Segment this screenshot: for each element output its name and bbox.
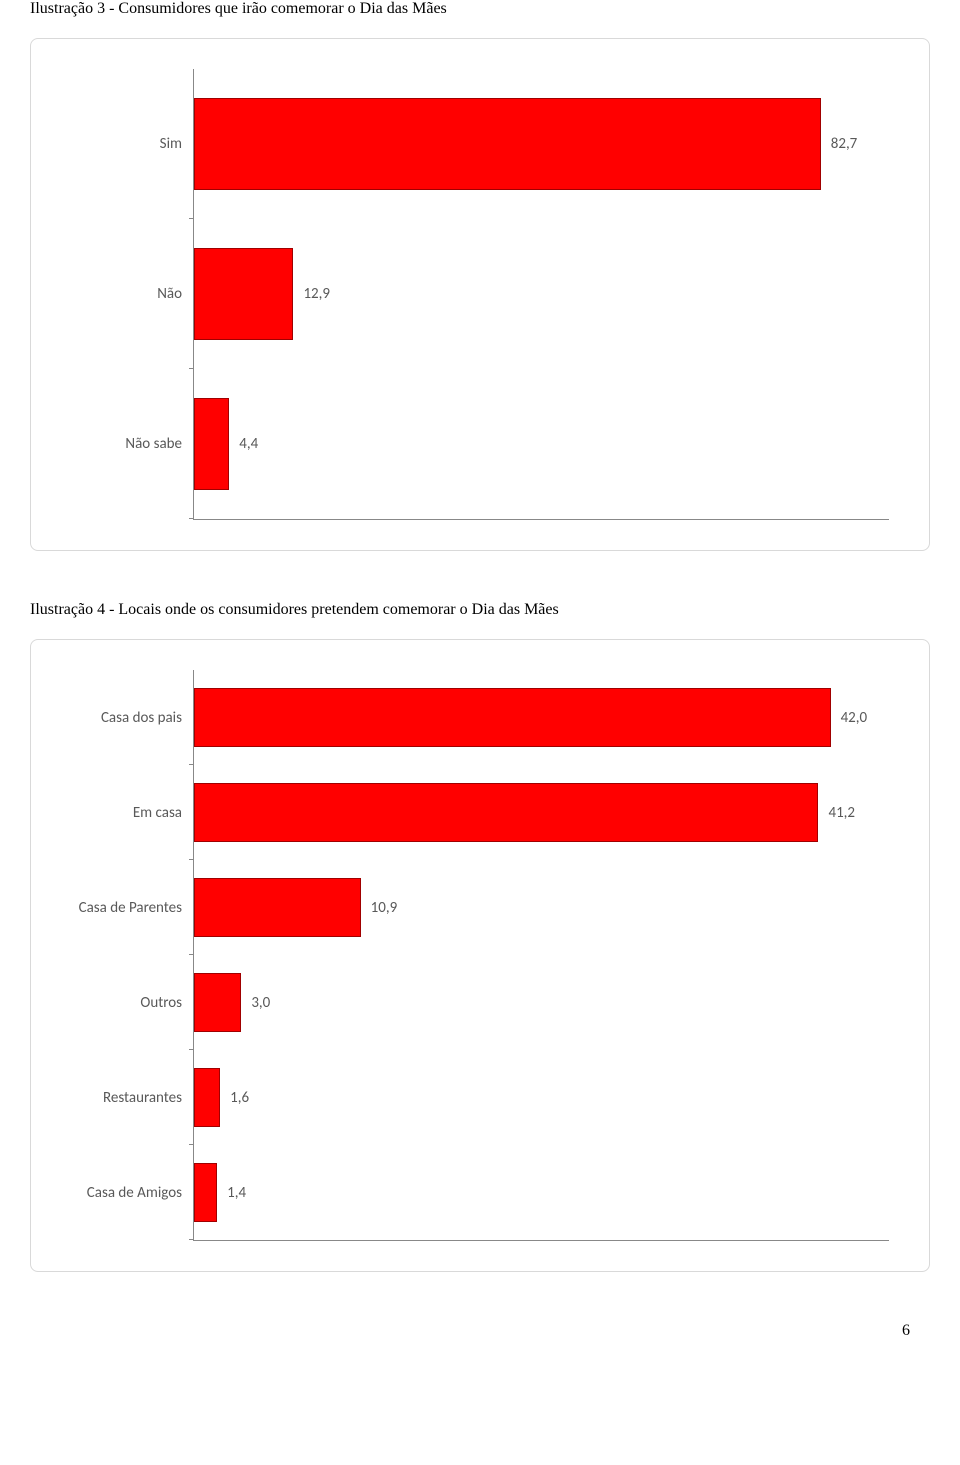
chart2-box: Casa dos pais42,0Em casa41,2Casa de Pare…: [30, 639, 930, 1272]
bar: [194, 783, 818, 842]
bar-wrap: 4,4: [194, 369, 889, 519]
value-label: 3,0: [251, 994, 270, 1012]
bar: [194, 1163, 217, 1222]
chart-row: Em casa41,2: [194, 765, 889, 860]
value-label: 12,9: [303, 285, 330, 303]
bar-wrap: 1,6: [194, 1050, 889, 1145]
axis-tick: [189, 1239, 194, 1240]
chart2-title: Ilustração 4 - Locais onde os consumidor…: [30, 601, 930, 619]
chart-row: Casa de Parentes10,9: [194, 860, 889, 955]
bar: [194, 1068, 220, 1127]
value-label: 42,0: [841, 709, 868, 727]
bar: [194, 398, 229, 490]
category-label: Outros: [62, 994, 194, 1012]
category-label: Em casa: [62, 804, 194, 822]
chart-row: Sim82,7: [194, 69, 889, 219]
chart-row: Outros3,0: [194, 955, 889, 1050]
axis-tick: [189, 518, 194, 519]
value-label: 10,9: [371, 899, 398, 917]
category-label: Casa dos pais: [62, 709, 194, 727]
bar-wrap: 82,7: [194, 69, 889, 219]
bar: [194, 688, 831, 747]
chart-row: Casa dos pais42,0: [194, 670, 889, 765]
category-label: Casa de Parentes: [62, 899, 194, 917]
bar-wrap: 12,9: [194, 219, 889, 369]
page-number: 6: [30, 1322, 930, 1340]
category-label: Não: [62, 285, 194, 303]
chart-row: Não sabe4,4: [194, 369, 889, 519]
chart-row: Não12,9: [194, 219, 889, 369]
value-label: 1,4: [227, 1184, 246, 1202]
category-label: Sim: [62, 135, 194, 153]
category-label: Restaurantes: [62, 1089, 194, 1107]
page: Ilustração 3 - Consumidores que irão com…: [0, 0, 960, 1380]
bar: [194, 878, 361, 937]
bar: [194, 973, 241, 1032]
bar: [194, 98, 821, 190]
value-label: 4,4: [239, 435, 258, 453]
bar: [194, 248, 293, 340]
chart1-box: Sim82,7Não12,9Não sabe4,4: [30, 38, 930, 551]
value-label: 82,7: [831, 135, 858, 153]
value-label: 41,2: [828, 804, 855, 822]
value-label: 1,6: [230, 1089, 249, 1107]
chart-area: Sim82,7Não12,9Não sabe4,4: [193, 69, 889, 520]
category-label: Não sabe: [62, 435, 194, 453]
bar-wrap: 42,0: [194, 670, 889, 765]
chart1-rows: Sim82,7Não12,9Não sabe4,4: [193, 69, 889, 520]
bar-wrap: 3,0: [194, 955, 889, 1050]
bar-wrap: 41,2: [194, 765, 889, 860]
chart2-rows: Casa dos pais42,0Em casa41,2Casa de Pare…: [193, 670, 889, 1241]
category-label: Casa de Amigos: [62, 1184, 194, 1202]
bar-wrap: 1,4: [194, 1145, 889, 1240]
chart-row: Restaurantes1,6: [194, 1050, 889, 1145]
chart-area: Casa dos pais42,0Em casa41,2Casa de Pare…: [193, 670, 889, 1241]
bar-wrap: 10,9: [194, 860, 889, 955]
chart1-title: Ilustração 3 - Consumidores que irão com…: [30, 0, 930, 18]
chart-row: Casa de Amigos1,4: [194, 1145, 889, 1240]
